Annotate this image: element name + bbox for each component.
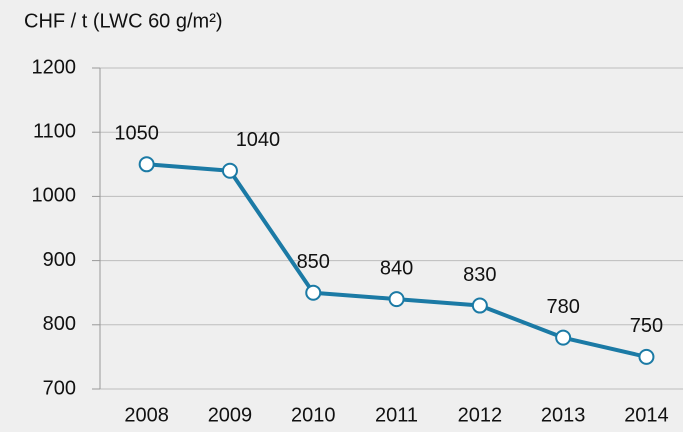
x-tick-label: 2013	[541, 404, 586, 426]
data-label: 850	[297, 251, 330, 273]
x-tick-label: 2012	[458, 404, 503, 426]
y-tick-label: 1100	[33, 120, 76, 142]
marker	[388, 291, 405, 308]
data-label: 830	[463, 264, 496, 286]
data-label: 840	[380, 257, 413, 279]
y-tick-label: 1200	[32, 56, 77, 78]
marker	[221, 162, 238, 179]
x-tick-label: 2008	[124, 404, 169, 426]
data-label: 780	[546, 296, 579, 318]
marker	[305, 284, 322, 301]
x-tick-label: 2010	[291, 404, 336, 426]
marker	[138, 156, 155, 173]
data-label: 750	[630, 315, 663, 337]
y-tick-label: 900	[43, 249, 76, 271]
y-tick-label: 700	[43, 377, 76, 399]
x-tick-label: 2009	[208, 404, 253, 426]
marker	[638, 348, 655, 365]
marker	[471, 297, 488, 314]
chart-title: CHF / t (LWC 60 g/m²)	[24, 10, 223, 32]
data-label: 1040	[236, 129, 281, 151]
data-label: 1050	[114, 123, 159, 145]
y-tick-label: 1000	[32, 185, 77, 207]
x-tick-label: 2011	[375, 404, 418, 426]
y-tick-label: 800	[43, 313, 76, 335]
marker	[555, 329, 572, 346]
x-tick-label: 2014	[624, 404, 669, 426]
